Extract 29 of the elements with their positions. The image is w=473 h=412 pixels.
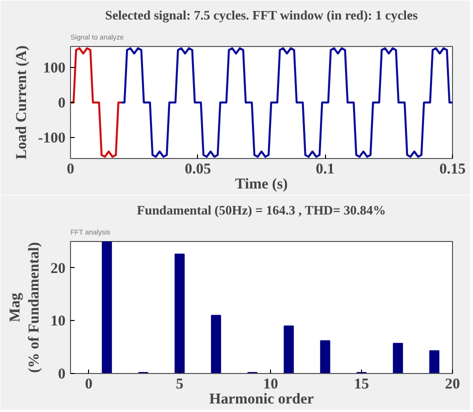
bar <box>284 325 294 374</box>
x-axis-title: Time (s) <box>235 176 288 192</box>
y-tick-label: 0 <box>58 366 66 382</box>
y-axis-title: Mag (% of Fundamental) <box>7 242 42 373</box>
x-tick-label: 10 <box>263 376 278 392</box>
x-axis-title: Harmonic order <box>209 392 314 408</box>
line-series <box>70 47 122 158</box>
x-tick-label: 0.15 <box>439 162 466 178</box>
y-tick-label: 10 <box>50 314 66 330</box>
y-tick-label: -100 <box>38 130 66 146</box>
bar <box>210 314 222 374</box>
bar <box>429 350 440 374</box>
y-tick-label: 20 <box>50 260 66 277</box>
line-series <box>120 47 452 158</box>
bar <box>320 340 330 374</box>
bar <box>174 254 185 374</box>
bar <box>392 342 403 374</box>
bar <box>102 242 112 374</box>
y-tick-label: 0 <box>58 96 66 112</box>
x-tick-label: 5 <box>176 376 184 392</box>
chart-title: Fundamental (50Hz) = 164.3 , THD= 30.84% <box>136 202 386 218</box>
y-axis-title: Load Current (A) <box>14 46 30 160</box>
x-tick-label: 20 <box>445 376 460 392</box>
x-tick-label: 15 <box>354 376 370 392</box>
x-tick-label: 0.05 <box>184 162 211 178</box>
x-tick-label: 0.1 <box>316 162 335 178</box>
chart-title: Selected signal: 7.5 cycles. FFT window (in red): 1 cycles <box>105 8 418 22</box>
y-tick-label: 100 <box>43 60 66 76</box>
x-tick-label: 0 <box>84 376 92 392</box>
